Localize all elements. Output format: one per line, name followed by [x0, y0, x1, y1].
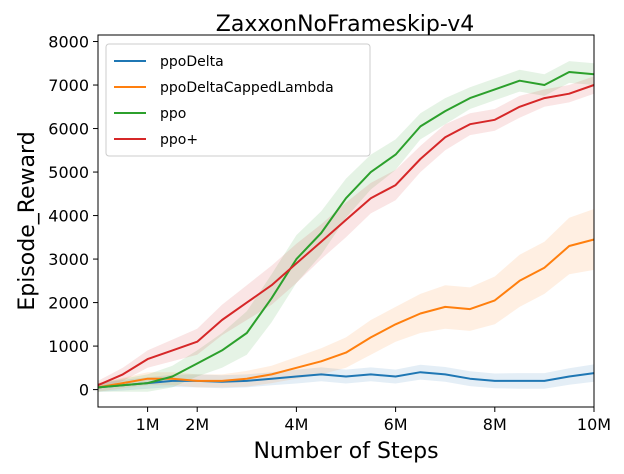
- y-tick-label: 6000: [48, 120, 89, 139]
- x-tick-label: 1M: [136, 415, 160, 434]
- y-tick-label: 0: [79, 381, 89, 400]
- y-tick-label: 7000: [48, 76, 89, 95]
- y-tick-label: 3000: [48, 250, 89, 269]
- x-axis-label: Number of Steps: [253, 439, 438, 464]
- legend: ppoDelta ppoDeltaCappedLambda ppo ppo+: [105, 43, 371, 157]
- band-ppo: [98, 61, 594, 392]
- x-tick-label: 10M: [577, 415, 611, 434]
- series-line-ppo-plus: [97, 84, 595, 387]
- y-tick-label: 1000: [48, 337, 89, 356]
- series-line-ppodelta: [97, 371, 595, 389]
- x-tick-label: 6M: [384, 415, 408, 434]
- band-ppodelta: [98, 364, 594, 392]
- y-axis-ticks: 0 1000 2000 3000 4000 5000 6000 7000 8000: [48, 33, 98, 400]
- legend-box: [105, 43, 371, 157]
- series-line-ppo: [97, 71, 595, 389]
- legend-label-ppo: ppo: [160, 106, 186, 122]
- y-tick-label: 2000: [48, 294, 89, 313]
- y-tick-label: 8000: [48, 33, 89, 52]
- plot-frame: [97, 34, 595, 408]
- legend-label-ppodelta: ppoDelta: [160, 54, 224, 70]
- x-axis-ticks: 1M 2M 4M 6M 8M 10M: [136, 407, 611, 434]
- legend-label-ppo-plus: ppo+: [160, 132, 198, 148]
- chart-title: ZaxxonNoFrameskip-v4: [216, 12, 474, 37]
- x-tick-label: 8M: [483, 415, 507, 434]
- x-tick-label: 2M: [185, 415, 209, 434]
- legend-label-ppodeltacappedlambda: ppoDeltaCappedLambda: [160, 80, 334, 96]
- series-lines: [97, 71, 595, 389]
- y-axis-label: Episode_Reward: [15, 131, 40, 310]
- series-line-ppodeltacappedlambda: [97, 238, 595, 389]
- y-tick-label: 4000: [48, 207, 89, 226]
- x-tick-label: 4M: [284, 415, 308, 434]
- y-tick-label: 5000: [48, 163, 89, 182]
- band-ppo-plus: [98, 76, 594, 390]
